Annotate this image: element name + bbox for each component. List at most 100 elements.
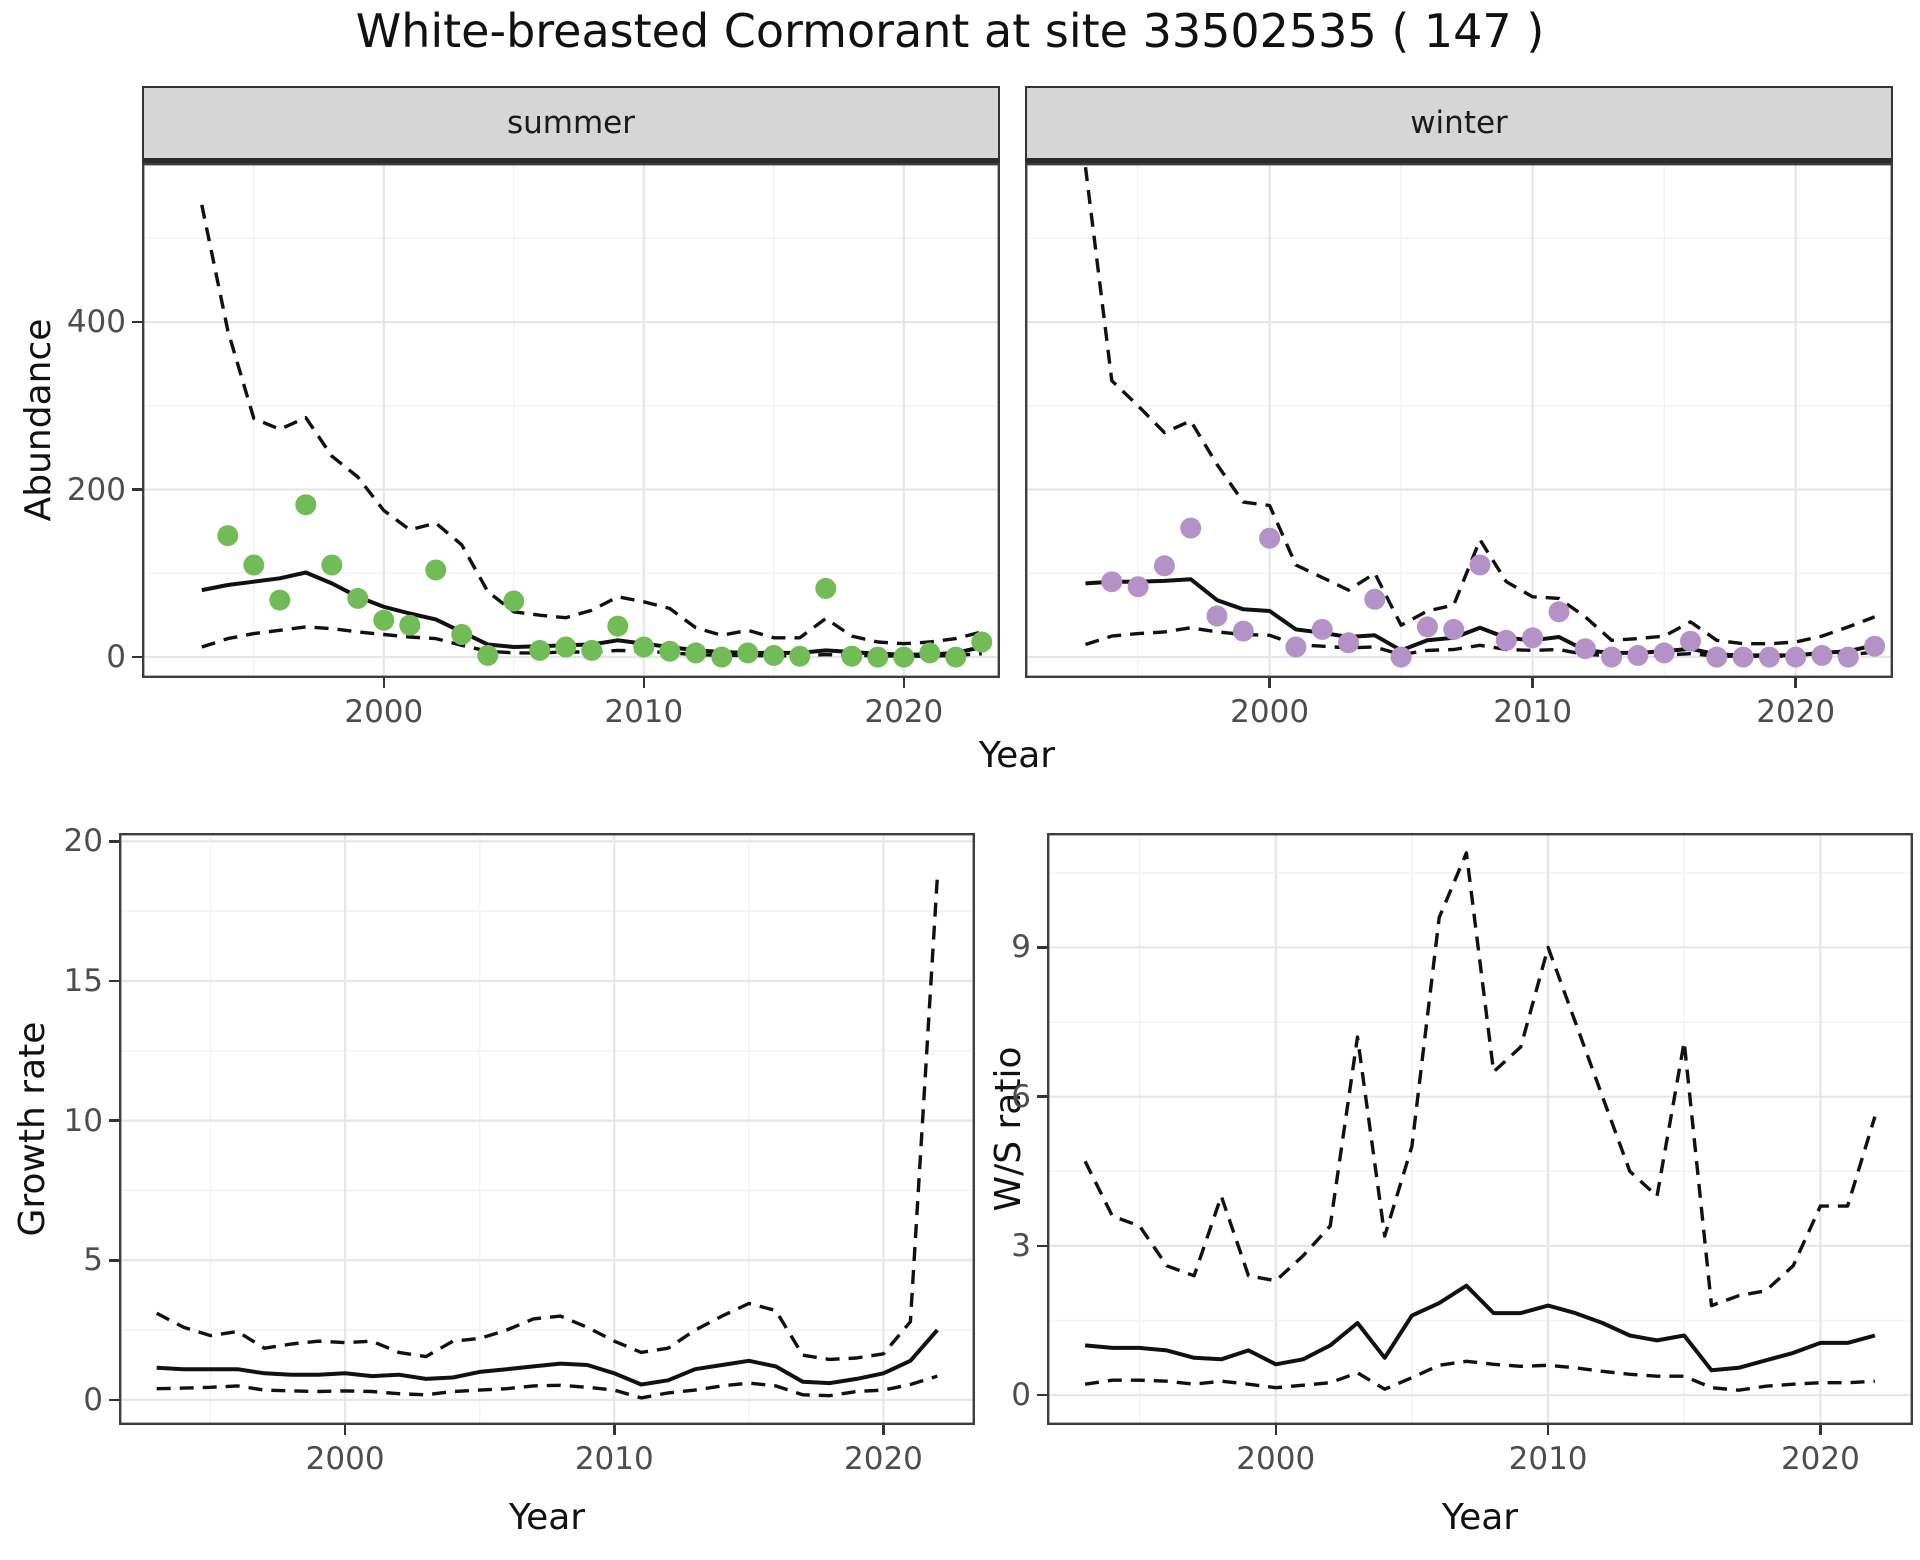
data-point [815, 577, 837, 599]
data-point [1680, 630, 1701, 652]
data-point [633, 636, 655, 658]
growth-rate-panel [119, 833, 975, 1425]
x-axis-tick [1794, 678, 1797, 688]
data-point [321, 554, 343, 576]
data-point [243, 554, 265, 576]
panel-border [142, 163, 1000, 678]
y-axis-tick [109, 840, 119, 843]
x-axis-tick-label: 2000 [1230, 694, 1310, 730]
lower-ci-line [1084, 1359, 1875, 1392]
panel-border [1025, 163, 1893, 678]
y-axis-tick-label: 0 [106, 639, 126, 676]
data-point [1259, 527, 1281, 549]
data-point [1206, 605, 1228, 627]
facet-strip-label-summer: summer [506, 105, 635, 141]
data-point [737, 642, 759, 664]
growth-year-axis-title: Year [508, 1496, 586, 1538]
data-point [867, 646, 889, 668]
data-point [1548, 601, 1570, 623]
data-point [893, 646, 915, 668]
facet-strip-winter: winter [1025, 86, 1893, 163]
data-point [1232, 620, 1254, 642]
y-axis-tick-label: 15 [63, 963, 103, 999]
data-point [1785, 646, 1807, 668]
x-axis-tick-label: 2020 [1756, 694, 1836, 730]
y-axis-tick [1037, 1244, 1047, 1248]
y-axis-tick-label: 10 [63, 1102, 103, 1139]
data-point [919, 642, 941, 664]
data-point [1153, 555, 1175, 577]
gridlines [119, 833, 975, 1425]
data-point [1495, 629, 1517, 651]
y-axis-tick [109, 1259, 119, 1262]
x-axis-tick [1268, 678, 1271, 688]
data-point [1837, 646, 1859, 668]
data-point [1285, 636, 1307, 658]
y-axis-tick-label: 6 [1011, 1078, 1031, 1115]
data-point [1601, 646, 1623, 668]
figure-title: White-breasted Cormorant at site 3350253… [355, 4, 1545, 58]
data-point [295, 494, 317, 516]
y-axis-tick-label: 0 [1011, 1377, 1031, 1414]
upper-ci-line [200, 204, 983, 646]
data-point [555, 636, 577, 658]
data-point [1522, 627, 1544, 649]
data-point [763, 644, 785, 666]
data-point [217, 525, 239, 547]
x-axis-tick [382, 678, 386, 688]
x-axis-tick-label: 2010 [604, 694, 684, 730]
y-axis-tick-label: 400 [66, 304, 126, 341]
x-axis-tick-label: 2000 [305, 1441, 385, 1477]
x-axis-tick-label: 2020 [1780, 1441, 1860, 1477]
x-axis-tick-label: 2000 [344, 694, 424, 730]
data-point [1732, 646, 1754, 668]
facet-strip-summer: summer [142, 86, 1000, 163]
y-axis-tick [109, 979, 119, 983]
data-point [945, 646, 967, 668]
data-point [1127, 576, 1149, 598]
fit-line [1084, 1283, 1876, 1373]
x-axis-tick [613, 1425, 616, 1435]
gridlines [1047, 833, 1913, 1425]
gridlines [1025, 163, 1893, 678]
winter-abundance-panel [1025, 163, 1893, 678]
y-axis-tick-label: 9 [1011, 929, 1031, 966]
data-point [1653, 642, 1675, 664]
y-axis-tick-label: 0 [83, 1381, 103, 1418]
x-axis-tick [902, 678, 906, 688]
data-point [971, 631, 993, 653]
y-axis-tick-label: 200 [66, 471, 126, 508]
data-point [529, 639, 551, 661]
y-axis-tick [1037, 1393, 1047, 1397]
upper-ci-line [1083, 166, 1876, 646]
data-point [1627, 644, 1649, 666]
y-axis-tick [132, 655, 142, 659]
data-point [477, 644, 499, 666]
data-point [1180, 517, 1202, 539]
data-point [399, 614, 421, 636]
data-point [425, 559, 447, 581]
top-year-axis-title: Year [978, 734, 1056, 776]
data-point [1758, 646, 1780, 668]
data-point [451, 624, 473, 645]
y-axis-tick [109, 1119, 119, 1122]
x-axis-tick-label: 2020 [864, 694, 944, 730]
y-axis-tick [1037, 946, 1047, 949]
data-point [1311, 618, 1333, 640]
y-axis-tick [1037, 1095, 1047, 1098]
ws-ratio-axis-title: W/S ratio [987, 1046, 1029, 1212]
x-axis-tick [1819, 1425, 1822, 1435]
upper-ci-line [1083, 851, 1877, 1308]
data-point [841, 645, 863, 667]
x-axis-tick-label: 2010 [574, 1441, 654, 1477]
data-point [1101, 571, 1123, 593]
data-point [607, 615, 629, 637]
x-axis-tick-label: 2010 [1508, 1441, 1588, 1477]
data-point [1706, 646, 1728, 668]
y-axis-tick-label: 5 [83, 1242, 103, 1279]
panel-border [119, 833, 975, 1425]
lower-ci-line [156, 1374, 938, 1400]
panel-border [1047, 833, 1913, 1425]
data-point [1338, 632, 1359, 654]
